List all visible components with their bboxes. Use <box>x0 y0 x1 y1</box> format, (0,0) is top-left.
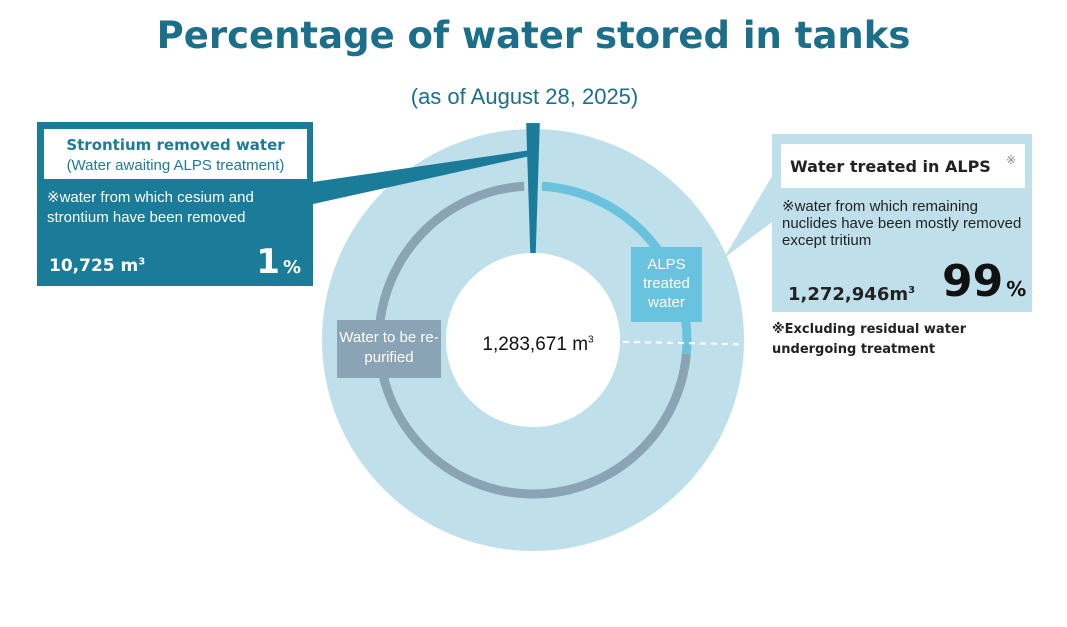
strontium-callout-header: Strontium removed water (Water awaiting … <box>44 129 307 179</box>
re-purified-label: Water to be re-purified <box>337 320 441 378</box>
strontium-leader <box>313 150 531 204</box>
alps-percent: 99% <box>942 256 1027 307</box>
donut-hole-cover <box>446 253 620 427</box>
alps-heading-mark: ※ <box>1006 153 1017 167</box>
outer-ring-strontium-slice <box>526 123 540 340</box>
page-title: Percentage of water stored in tanks <box>156 14 911 57</box>
alps-heading: Water treated in ALPS <box>790 157 991 176</box>
alps-leader <box>724 176 772 258</box>
strontium-heading: Strontium removed water <box>66 136 285 154</box>
strontium-callout: Strontium removed water (Water awaiting … <box>37 122 313 286</box>
strontium-percent: 1% <box>256 242 301 282</box>
strontium-volume: 10,725 m3 <box>49 256 146 276</box>
strontium-note: ※water from which cesium and strontium h… <box>47 189 254 226</box>
strontium-subheading: (Water awaiting ALPS treatment) <box>66 157 285 174</box>
alps-volume: 1,272,946m3 <box>788 284 916 305</box>
page-subtitle: (as of August 28, 2025) <box>410 84 639 109</box>
inner-ring-re-purified <box>374 181 691 499</box>
alps-note: ※water from which remaining nuclides hav… <box>782 198 1022 249</box>
inner-ring-divider <box>622 340 741 346</box>
alps-callout: Water treated in ALPS ※ ※water from whic… <box>772 134 1032 312</box>
footnote: ※Excluding residual water undergoing tre… <box>772 322 967 357</box>
alps-callout-header: Water treated in ALPS ※ <box>781 144 1025 188</box>
center-total: 1,283,671 m3 <box>482 334 594 355</box>
alps-treated-label: ALPS treated water <box>631 247 702 322</box>
